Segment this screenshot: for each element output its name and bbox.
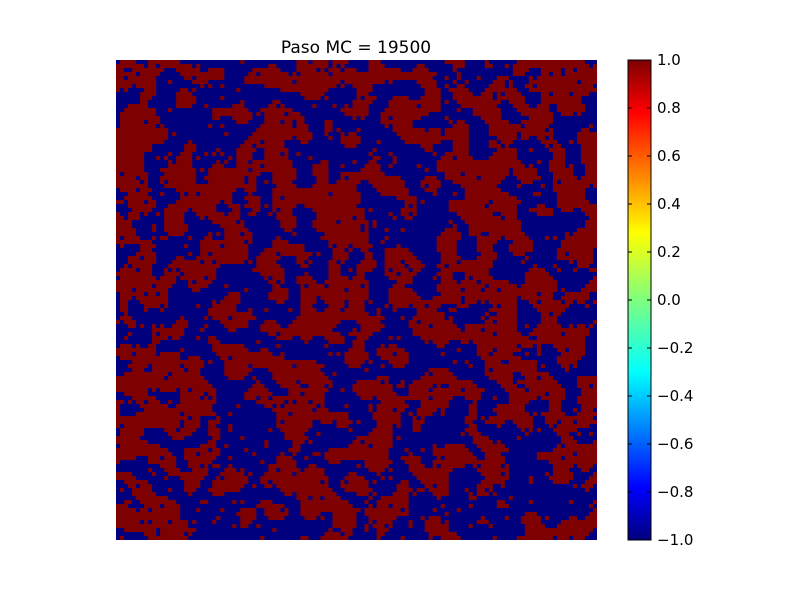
colorbar-tick-label: −0.8 — [657, 483, 693, 501]
colorbar-tick-label: −0.4 — [657, 387, 693, 405]
colorbar-tick-label: −1.0 — [657, 531, 693, 549]
colorbar-tick-label: 0.2 — [657, 243, 681, 261]
colorbar-tick-label: −0.2 — [657, 339, 693, 357]
colorbar-tick-label: 0.8 — [657, 99, 681, 117]
colorbar-tick-label: 0.4 — [657, 195, 681, 213]
colorbar: 1.0 0.8 0.6 0.4 0.2 0.0 −0.2 −0.4 −0.6 −0.8 −1.0 — [627, 51, 693, 549]
colorbar-tick-label: −0.6 — [657, 435, 693, 453]
colorbar-tick-label: 1.0 — [657, 51, 681, 69]
colorbar-tick-label: 0.0 — [657, 291, 681, 309]
spin-up-cells — [116, 60, 598, 541]
colorbar-ticks: 1.0 0.8 0.6 0.4 0.2 0.0 −0.2 −0.4 −0.6 −0.8 −1.0 — [628, 51, 693, 549]
colorbar-tick-label: 0.6 — [657, 147, 681, 165]
spin-lattice-heatmap — [116, 60, 598, 541]
chart-title: Paso MC = 19500 — [281, 38, 431, 58]
